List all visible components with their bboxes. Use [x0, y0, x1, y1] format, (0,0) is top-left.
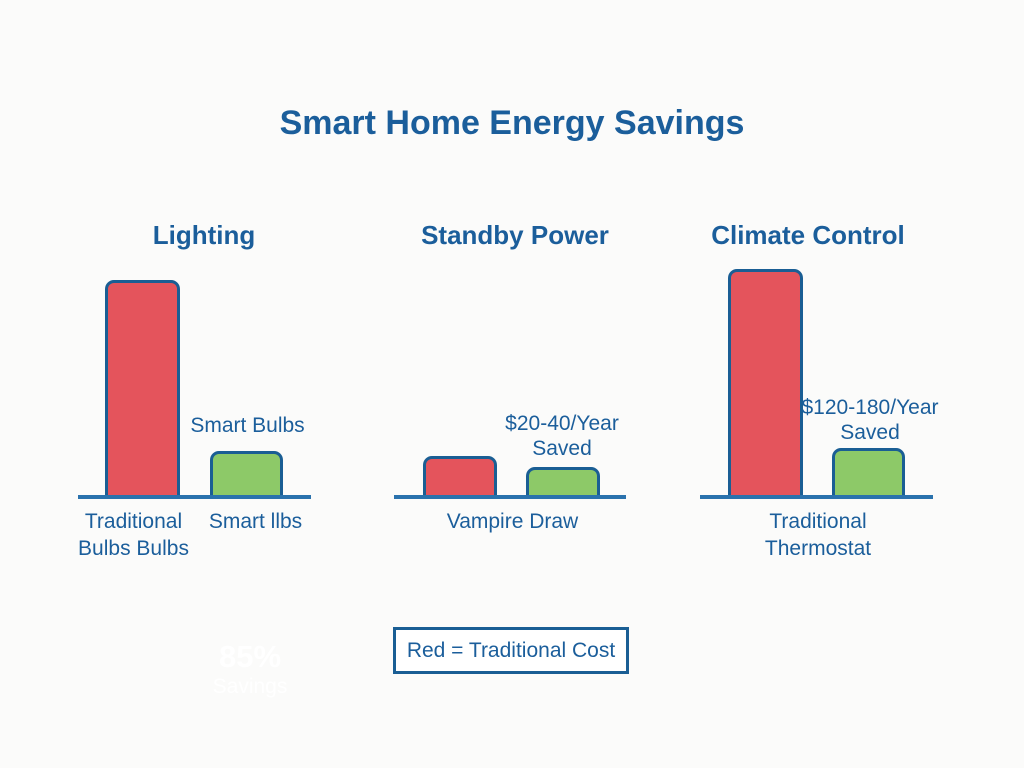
group-title-standby-power: Standby Power — [421, 220, 609, 250]
savings-percent-label: 85% — [218, 639, 282, 674]
bar-traditional-thermostat — [728, 269, 803, 498]
climate-savings-line2: Saved — [840, 421, 900, 444]
axis-baseline-lighting — [78, 495, 311, 499]
bar-traditional-bulbs: 85% Savings — [105, 280, 287, 698]
bar-smart-bulbs — [210, 451, 283, 498]
x-label-traditional-thermostat: Traditional Thermostat — [740, 508, 896, 562]
standby-savings-line2: Saved — [532, 437, 592, 460]
savings-caption-label: Savings — [212, 675, 288, 698]
x-label-traditional-thermostat-line2: Thermostat — [764, 537, 872, 560]
x-label-vampire-draw: Vampire Draw — [446, 510, 579, 533]
legend-box: Red = Traditional Cost — [393, 627, 629, 674]
x-label-traditional-bulbs: Traditional Bulbs Bulbs — [56, 508, 211, 562]
smart-bulbs-label: Smart Bulbs — [190, 414, 305, 437]
x-label-traditional-bulbs-line1: Traditional — [84, 510, 183, 533]
x-label-traditional-bulbs-line2: Bulbs Bulbs — [78, 537, 189, 560]
savings-callout: 85% Savings — [196, 639, 304, 699]
x-label-traditional-thermostat-line1: Traditional — [769, 510, 867, 533]
axis-baseline-standby — [394, 495, 626, 499]
axis-baseline-climate — [700, 495, 933, 499]
bar-traditional-standby — [423, 456, 497, 498]
standby-savings-line1: $20-40/Year — [505, 412, 619, 435]
climate-savings-line1: $120-180/Year — [801, 396, 939, 419]
page-title: Smart Home Energy Savings — [279, 104, 745, 142]
x-label-smart-bulbs: Smart llbs — [208, 510, 303, 533]
legend-label: Red = Traditional Cost — [406, 638, 616, 662]
climate-savings-annotation: $120-180/Year Saved — [790, 395, 950, 445]
bar-smart-thermostat — [832, 448, 905, 498]
bar-smart-standby — [526, 467, 600, 498]
group-title-lighting: Lighting — [152, 220, 256, 250]
group-title-climate-control: Climate Control — [711, 220, 905, 250]
standby-savings-annotation: $20-40/Year Saved — [478, 411, 646, 461]
